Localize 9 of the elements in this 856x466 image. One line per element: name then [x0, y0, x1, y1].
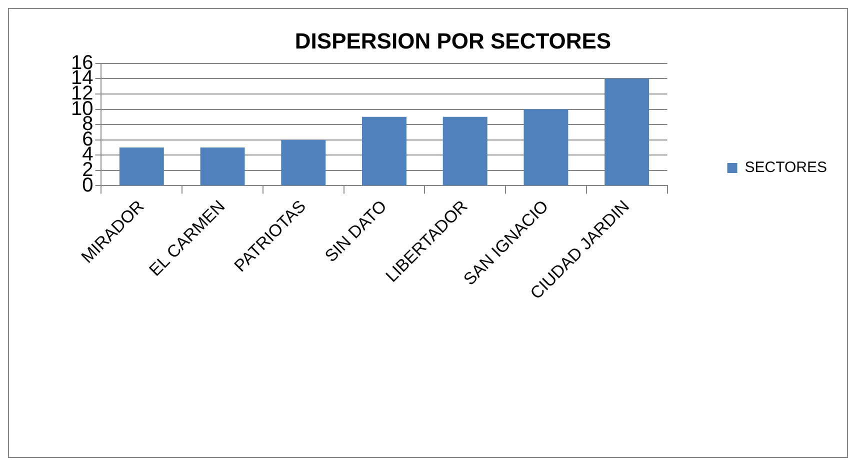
- bar: [119, 148, 164, 186]
- bar: [524, 109, 568, 186]
- bar: [442, 116, 488, 186]
- bar: [604, 78, 650, 186]
- bar: [281, 140, 326, 186]
- legend-label: SECTORES: [744, 159, 828, 176]
- bar: [362, 116, 406, 186]
- chart-title: DISPERSION POR SECTORES: [294, 28, 612, 54]
- bar: [200, 148, 245, 186]
